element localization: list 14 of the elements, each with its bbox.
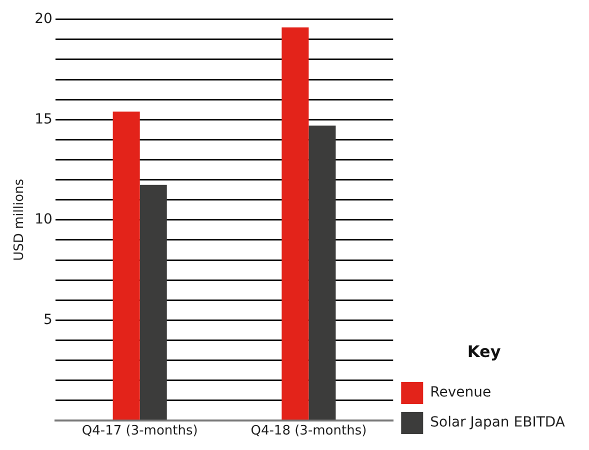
y-tick-label: 10	[34, 212, 52, 228]
y-axis-title: USD millions	[12, 178, 28, 261]
y-tick-label: 20	[34, 11, 52, 28]
y-tick-label: 5	[43, 312, 52, 328]
bar	[282, 27, 309, 420]
x-tick-label: Q4-18 (3-months)	[250, 424, 367, 439]
legend-label: Revenue	[430, 384, 492, 401]
legend-label: Solar Japan EBITDA	[430, 414, 566, 431]
x-tick-label: Q4-17 (3-months)	[82, 424, 198, 439]
bar	[112, 112, 140, 420]
y-tick-label: 15	[34, 111, 52, 128]
bar	[140, 184, 167, 420]
legend-title: Key	[467, 342, 502, 361]
bar	[308, 126, 336, 420]
